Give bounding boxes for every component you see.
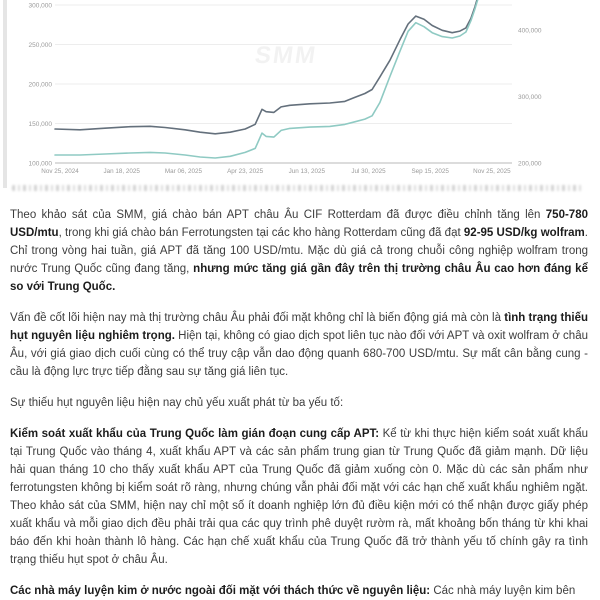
article-body: Theo khảo sát của SMM, giá chào bán APT … <box>10 206 588 600</box>
series-dark-gray <box>54 0 478 135</box>
price-chart-svg[interactable]: 300,000 250,000 200,000 150,000 100,000 400,0… <box>0 0 600 196</box>
paragraph: Các nhà máy luyện kim ở nước ngoài đối m… <box>10 582 588 600</box>
left-axis-tick-label: 200,000 <box>29 81 53 88</box>
x-axis-tick-label: Nov 25, 2025 <box>473 168 511 175</box>
right-axis-tick-label: 300,000 <box>518 94 542 101</box>
x-axis-tick-label: Apr 23, 2025 <box>227 168 264 175</box>
bold-text-run: 92-95 USD/kg wolfram <box>463 227 585 239</box>
series-teal <box>54 0 479 159</box>
paragraph: Sự thiếu hụt nguyên liệu hiện nay chủ yế… <box>10 394 588 412</box>
price-chart[interactable]: 300,000 250,000 200,000 150,000 100,000 400,0… <box>0 0 600 196</box>
bold-text-run: tình trạng thiếu hụt nguyên liệu nghiêm … <box>10 312 589 342</box>
x-axis-tick-label: Sep 15, 2025 <box>411 168 449 175</box>
text-run: Các nhà máy luyện kim bên <box>430 585 576 597</box>
x-axis-tick-label: Jan 18, 2025 <box>103 168 140 175</box>
x-axis-tick-label: Jun 13, 2025 <box>289 168 326 175</box>
x-axis-tick-label: Mar 06, 2025 <box>165 168 203 175</box>
text-run: Vấn đề cốt lõi hiện nay mà thị trường ch… <box>10 312 505 324</box>
page-edge-strip <box>3 0 7 188</box>
right-axis-tick-label: 200,000 <box>518 160 542 167</box>
left-axis-tick-label: 100,000 <box>29 160 53 167</box>
text-run: Hiện tại, không có giao dịch spot liên t… <box>10 330 588 378</box>
text-run: , trong khi giá chào bán Ferrotungsten t… <box>58 227 464 239</box>
paragraph: Theo khảo sát của SMM, giá chào bán APT … <box>10 206 588 296</box>
x-axis-tick-label: Jul 30, 2025 <box>351 168 386 175</box>
left-axis-tick-label: 250,000 <box>29 42 53 49</box>
left-axis-tick-label: 150,000 <box>29 121 53 128</box>
right-axis-tick-label: 400,000 <box>518 27 542 34</box>
paragraph: Vấn đề cốt lõi hiện nay mà thị trường ch… <box>10 309 588 381</box>
left-axis-tick-label: 300,000 <box>29 2 53 9</box>
bold-text-run: Kiểm soát xuất khẩu của Trung Quốc làm g… <box>10 428 380 440</box>
text-run: Kể từ khi thực hiện kiểm soát xuất khẩu … <box>10 428 588 566</box>
bold-text-run: nhưng mức tăng giá gần đây trên thị trườ… <box>10 263 588 293</box>
bold-text-run: Các nhà máy luyện kim ở nước ngoài đối m… <box>10 585 431 597</box>
text-run: . Chỉ trong vòng hai tuần, giá APT đã tă… <box>10 227 588 275</box>
x-axis-tick-label: Nov 25, 2024 <box>41 168 79 175</box>
smm-watermark: SMM <box>253 42 319 69</box>
text-run: Sự thiếu hụt nguyên liệu hiện nay chủ yế… <box>10 397 344 409</box>
paragraph: Kiểm soát xuất khẩu của Trung Quốc làm g… <box>10 425 588 569</box>
text-run: Theo khảo sát của SMM, giá chào bán APT … <box>10 209 546 221</box>
bold-text-run: 750-780 USD/mtu <box>10 209 588 239</box>
blurred-caption-strip <box>12 185 584 191</box>
